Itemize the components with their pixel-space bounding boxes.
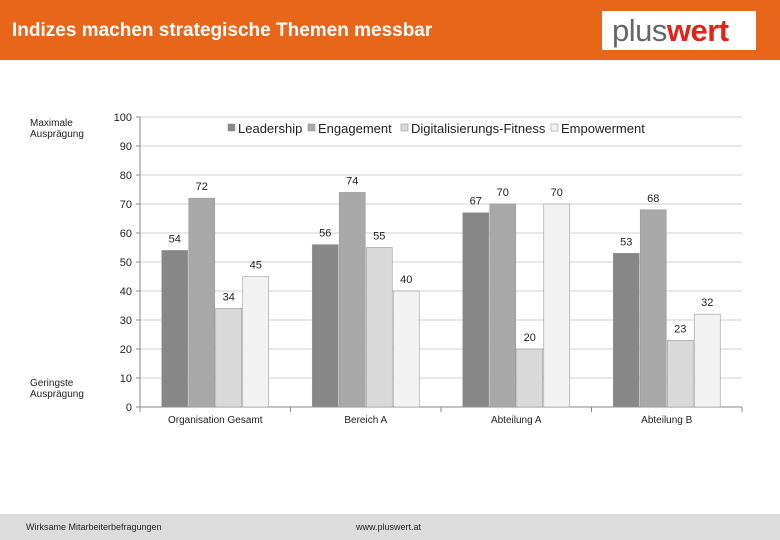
bar <box>365 247 393 408</box>
x-category-label: Bereich A <box>344 415 387 426</box>
bar <box>612 253 640 408</box>
bar <box>311 244 339 408</box>
bar <box>639 209 667 408</box>
data-label: 67 <box>470 196 482 208</box>
y-tick-label: 70 <box>120 199 132 211</box>
x-category-label: Organisation Gesamt <box>168 415 263 426</box>
header-bar: Indizes machen strategische Themen messb… <box>0 0 780 60</box>
pluswert-logo: pluswert <box>602 11 756 50</box>
legend-swatch <box>227 123 236 132</box>
x-category-label: Abteilung B <box>641 415 692 426</box>
bar <box>462 212 490 408</box>
data-label: 40 <box>400 274 412 286</box>
y-tick-label: 0 <box>126 402 132 414</box>
data-label: 23 <box>674 323 686 335</box>
max-label: Maximale Ausprägung <box>30 118 84 140</box>
y-tick-label: 20 <box>120 344 132 356</box>
data-label: 20 <box>524 332 536 344</box>
y-tick-label: 10 <box>120 373 132 385</box>
page-title: Indizes machen strategische Themen messb… <box>12 20 433 41</box>
legend-swatch <box>550 123 559 132</box>
bar <box>215 308 243 408</box>
bar <box>693 313 721 408</box>
data-label: 32 <box>701 297 713 309</box>
data-label: 68 <box>647 193 659 205</box>
bar <box>188 197 216 408</box>
data-label: 56 <box>319 228 331 240</box>
data-label: 70 <box>551 187 563 199</box>
bar <box>161 250 189 408</box>
min-label-line1: Geringste <box>30 378 74 389</box>
bar <box>543 203 571 408</box>
data-label: 45 <box>250 260 262 272</box>
legend-swatch <box>400 123 409 132</box>
bar <box>392 290 420 408</box>
data-label: 34 <box>223 291 235 303</box>
footer-tagline: Wirksame Mitarbeiterbefragungen <box>26 522 162 532</box>
y-tick-label: 60 <box>120 228 132 240</box>
footer-bar: Wirksame Mitarbeiterbefragungen www.plus… <box>0 514 780 540</box>
logo-wert: wert <box>666 13 729 48</box>
legend-label: Empowerment <box>561 121 645 136</box>
data-label: 54 <box>169 233 181 245</box>
legend-swatch <box>307 123 316 132</box>
bar <box>242 276 270 408</box>
legend-label: Digitalisierungs-Fitness <box>411 121 546 136</box>
bar <box>338 192 366 408</box>
y-tick-label: 50 <box>120 257 132 269</box>
y-tick-label: 90 <box>120 141 132 153</box>
max-label-line1: Maximale <box>30 118 73 129</box>
bar <box>516 348 544 408</box>
bar <box>489 203 517 408</box>
logo-plus: plus <box>612 13 667 48</box>
max-label-line2: Ausprägung <box>30 129 84 140</box>
data-label: 72 <box>196 181 208 193</box>
bar <box>666 339 694 408</box>
data-label: 53 <box>620 236 632 248</box>
data-label: 74 <box>346 175 358 187</box>
y-tick-label: 100 <box>114 112 132 124</box>
y-tick-label: 80 <box>120 170 132 182</box>
y-tick-label: 40 <box>120 286 132 298</box>
data-label: 70 <box>497 187 509 199</box>
x-category-label: Abteilung A <box>491 415 542 426</box>
y-tick-label: 30 <box>120 315 132 327</box>
footer-url: www.pluswert.at <box>356 522 422 532</box>
legend-label: Leadership <box>238 121 302 136</box>
data-label: 55 <box>373 231 385 243</box>
legend-label: Engagement <box>318 121 392 136</box>
min-label: Geringste Ausprägung <box>30 378 84 400</box>
min-label-line2: Ausprägung <box>30 389 84 400</box>
logo-text: pluswert <box>612 14 729 48</box>
